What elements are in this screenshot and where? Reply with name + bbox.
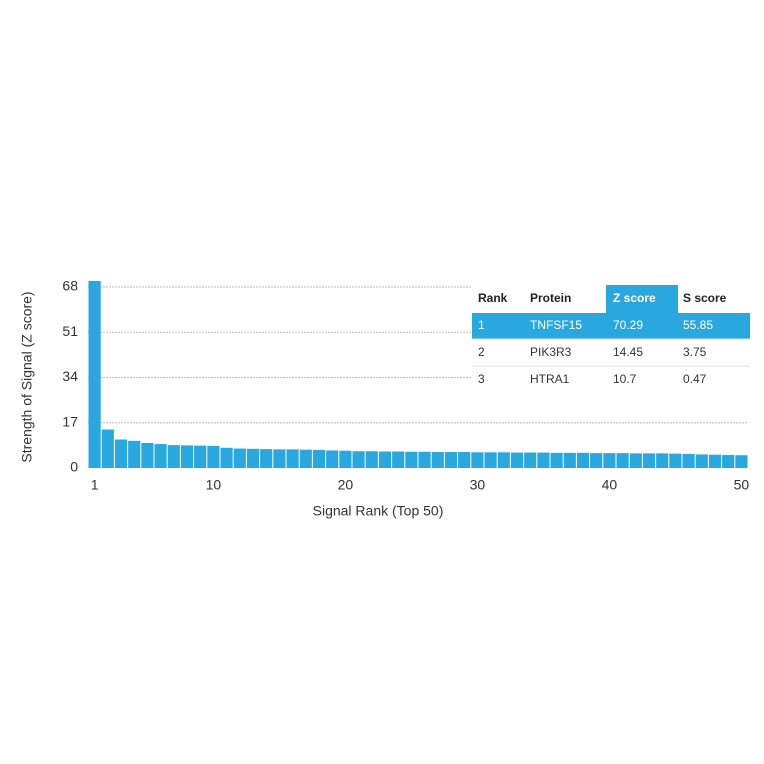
- bar: [88, 280, 101, 468]
- bar: [114, 439, 128, 468]
- table-cell: TNFSF15: [530, 318, 582, 332]
- table-cell: HTRA1: [530, 372, 570, 386]
- bar: [537, 452, 550, 468]
- table: Rank Protein Z score S score 1 TNFSF15 70.29 55…: [472, 285, 750, 393]
- bar: [286, 449, 299, 468]
- bar: [167, 445, 180, 468]
- x-tick-label: 10: [206, 477, 222, 493]
- table-cell: 14.45: [613, 345, 643, 359]
- bar: [431, 452, 444, 468]
- y-tick-label: 0: [70, 459, 78, 475]
- bar: [458, 452, 471, 468]
- bar: [629, 453, 642, 468]
- x-axis-label: Signal Rank (Top 50): [313, 503, 444, 519]
- bar: [365, 451, 378, 468]
- table-header: Z score: [613, 291, 656, 305]
- table-cell: 0.47: [683, 372, 707, 386]
- bar: [405, 451, 418, 468]
- bar: [180, 445, 194, 468]
- bar: [616, 453, 629, 468]
- bar: [576, 452, 590, 468]
- bar: [220, 447, 233, 468]
- x-tick-label: 50: [734, 477, 750, 493]
- bar: [642, 453, 656, 468]
- x-tick-label: 1: [91, 477, 99, 493]
- bar: [312, 449, 326, 468]
- bar: [444, 452, 458, 468]
- bar: [246, 448, 260, 468]
- table-cell: 1: [478, 318, 485, 332]
- table-cell: 10.7: [613, 372, 637, 386]
- table-cell: 70.29: [613, 318, 643, 332]
- bar: [563, 452, 576, 468]
- bar: [233, 448, 246, 468]
- y-tick-label: 51: [62, 323, 78, 339]
- table-cell: PIK3R3: [530, 345, 572, 359]
- bar: [550, 452, 563, 468]
- bar: [154, 444, 167, 468]
- bar: [326, 450, 339, 468]
- bar: [695, 454, 708, 468]
- table-header: S score: [683, 291, 727, 305]
- bar: [497, 452, 510, 468]
- bar: [299, 449, 312, 468]
- x-tick-label: 30: [470, 477, 486, 493]
- y-axis-label: Strength of Signal (Z score): [19, 291, 35, 462]
- bar: [471, 452, 484, 468]
- x-tick-label: 20: [338, 477, 354, 493]
- bar: [510, 452, 524, 468]
- bar: [708, 454, 722, 468]
- bar: [524, 452, 537, 468]
- bar: [590, 453, 603, 468]
- header-highlight: [606, 285, 678, 313]
- bar: [128, 440, 141, 468]
- bar: [735, 455, 748, 468]
- bar: [207, 445, 220, 468]
- bar: [392, 451, 405, 468]
- table-cell: 55.85: [683, 318, 713, 332]
- bar: [484, 452, 497, 468]
- bar: [603, 453, 616, 468]
- y-tick-label: 68: [62, 278, 78, 294]
- bar: [260, 449, 273, 468]
- table-cell: 3.75: [683, 345, 707, 359]
- bar: [141, 442, 154, 468]
- bar: [722, 454, 735, 468]
- table-header: Rank: [478, 291, 508, 305]
- y-tick-label: 17: [62, 413, 78, 429]
- bar: [682, 453, 695, 468]
- bar: [418, 451, 431, 468]
- bar: [194, 445, 207, 468]
- y-tick-label: 34: [62, 368, 78, 384]
- bar: [273, 449, 286, 468]
- bar: [101, 429, 114, 468]
- table-cell: 2: [478, 345, 485, 359]
- bar: [656, 453, 669, 468]
- row-highlight: [472, 313, 750, 339]
- table-cell: 3: [478, 372, 485, 386]
- x-tick-label: 40: [602, 477, 618, 493]
- table-header: Protein: [530, 291, 571, 305]
- bar: [378, 451, 392, 468]
- bar: [339, 450, 352, 468]
- bar: [352, 451, 365, 468]
- bar: [669, 453, 682, 468]
